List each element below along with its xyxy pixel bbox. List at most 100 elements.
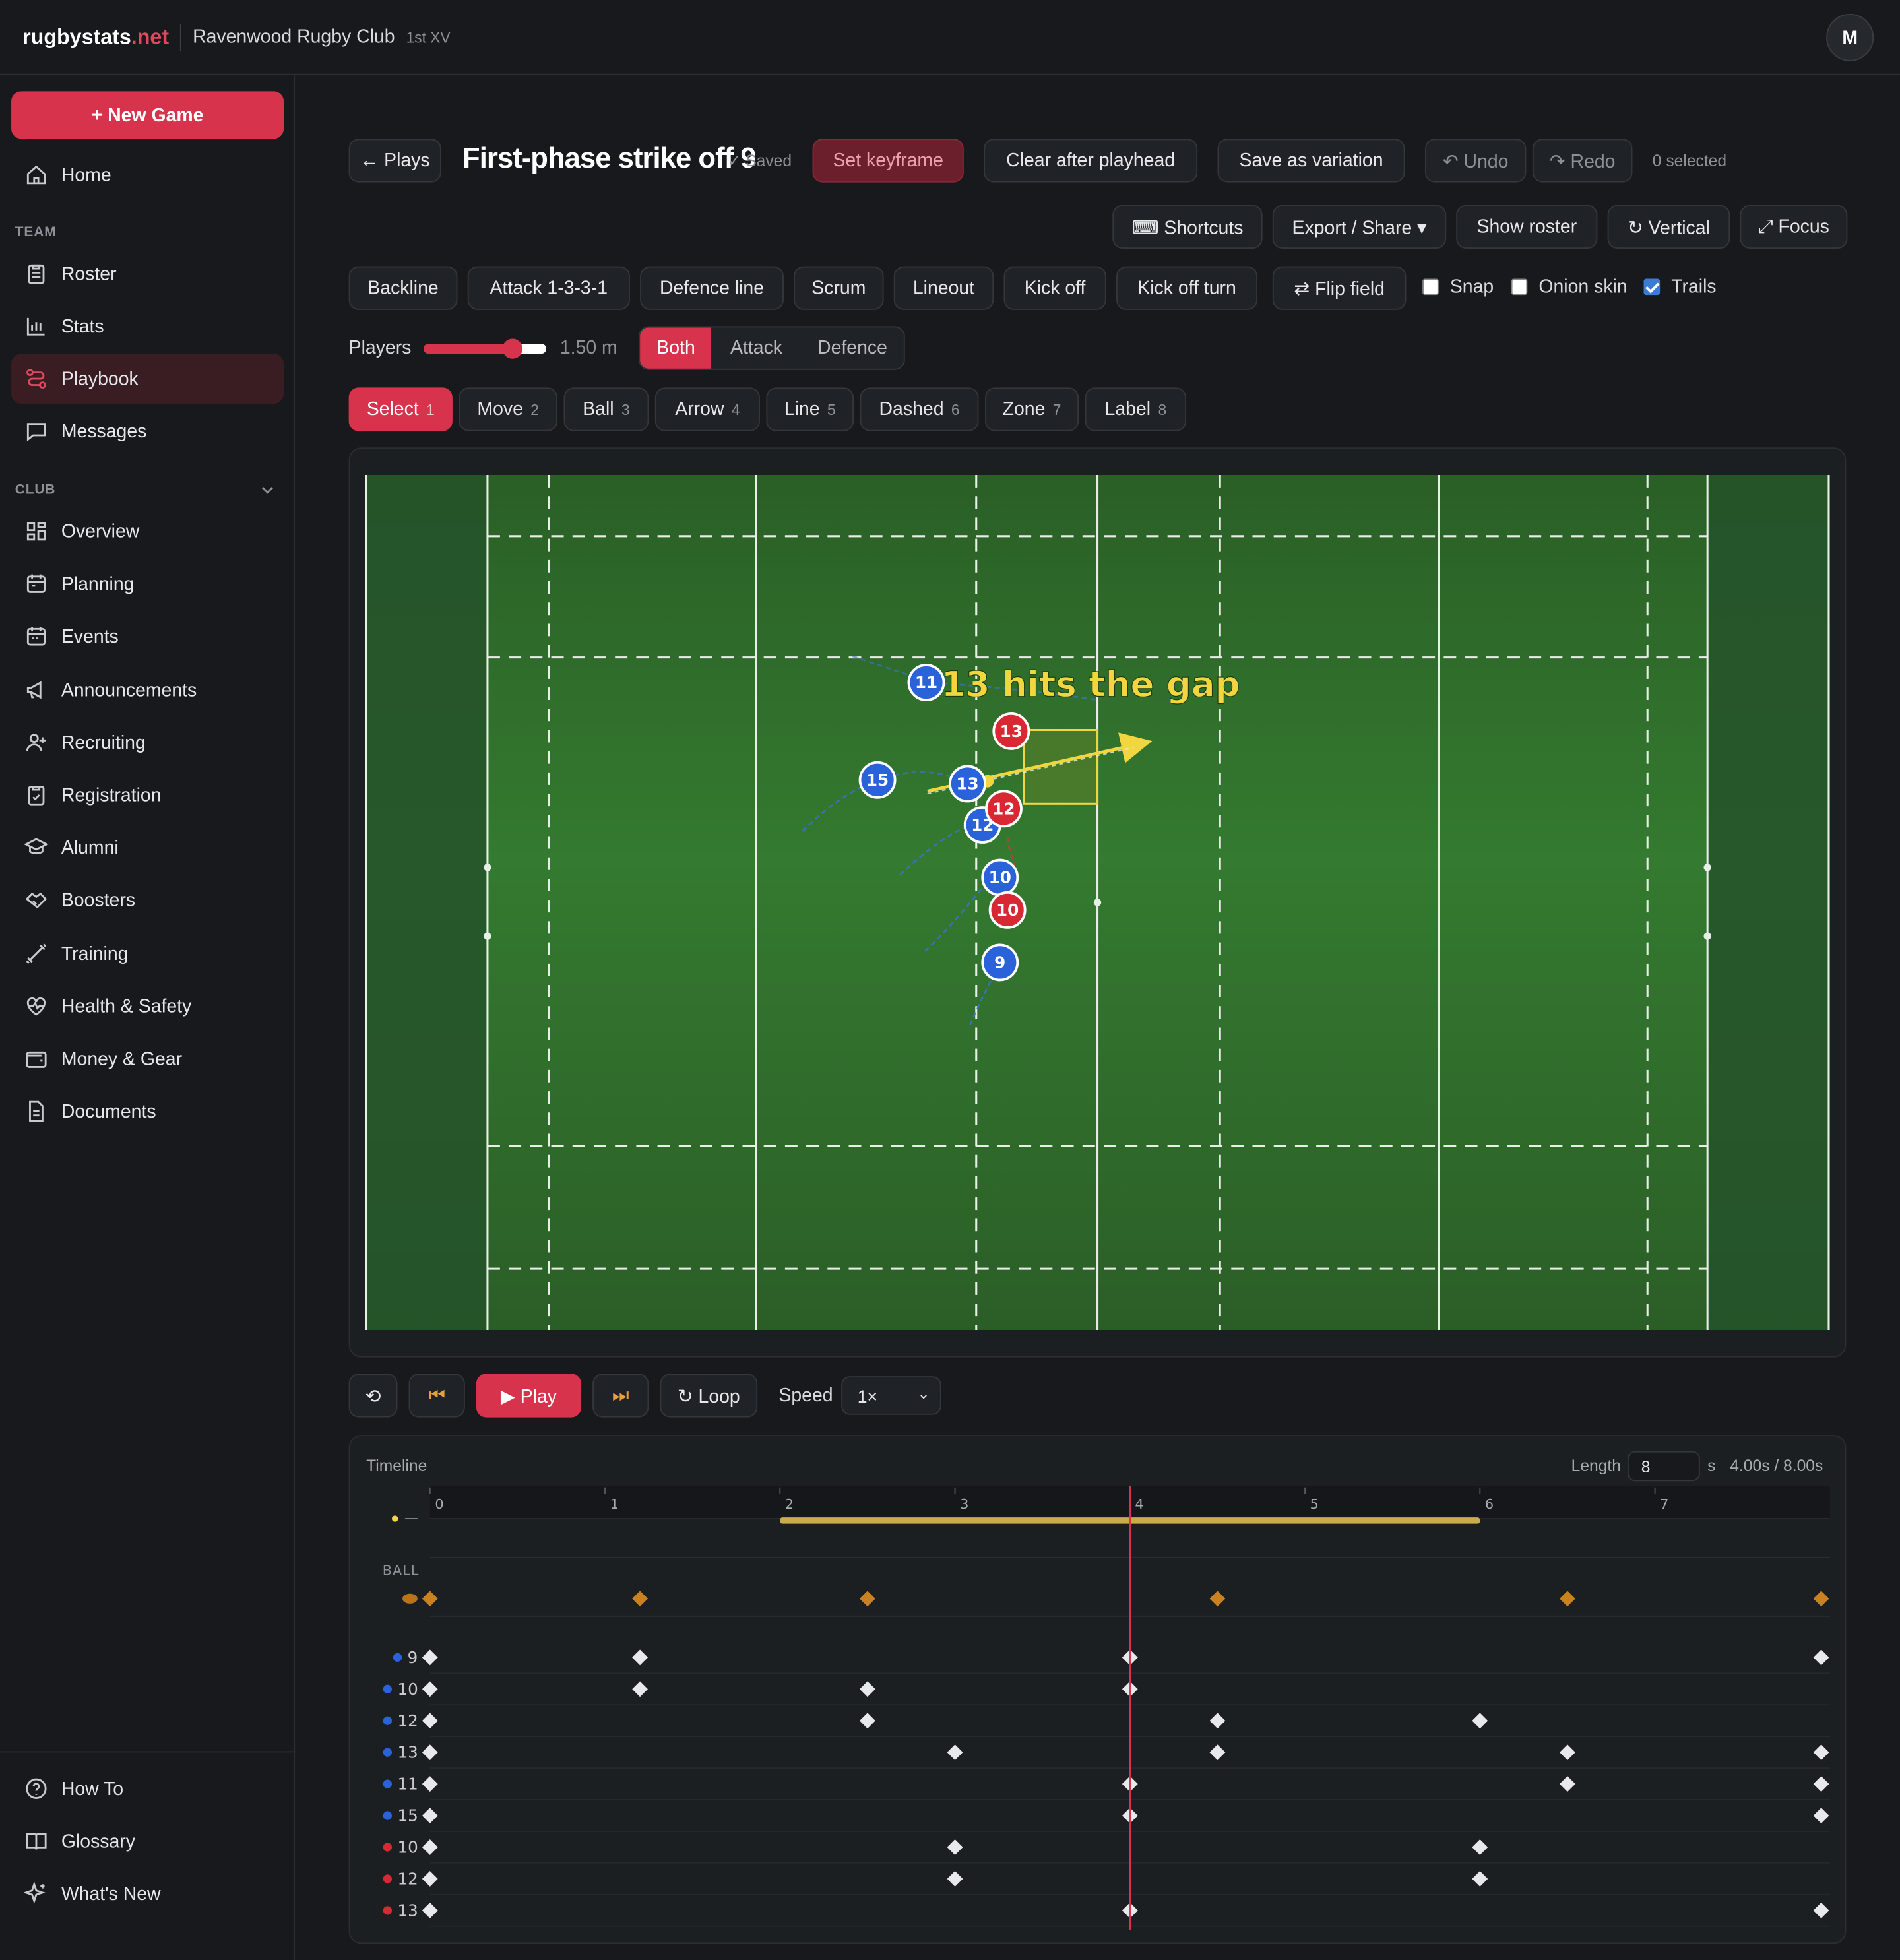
attack-player-9[interactable]: 9	[981, 943, 1019, 982]
show-roster-button[interactable]: Show roster	[1456, 205, 1598, 249]
attack-player-10[interactable]: 10	[981, 858, 1019, 897]
vertical-button[interactable]: ↻ Vertical	[1607, 205, 1730, 249]
player-keyframe[interactable]	[630, 1647, 650, 1667]
defence-player-10[interactable]: 10	[988, 891, 1027, 929]
attack-player-11[interactable]: 11	[907, 664, 945, 701]
sidebar-item-overview[interactable]: Overview	[11, 506, 284, 556]
player-keyframe[interactable]	[945, 1837, 965, 1857]
player-token[interactable]	[949, 765, 986, 803]
trails-checkbox[interactable]: Trails	[1643, 276, 1717, 298]
checkbox-box[interactable]	[1511, 278, 1528, 296]
sidebar-item-home[interactable]: Home	[11, 150, 284, 200]
tool-label-button[interactable]: Label 8	[1085, 387, 1187, 431]
player-keyframe[interactable]	[420, 1806, 440, 1825]
chevron-down-icon[interactable]	[260, 484, 275, 496]
ball-keyframe[interactable]	[1811, 1589, 1831, 1608]
sidebar-item-recruiting[interactable]: Recruiting	[11, 718, 284, 768]
ball-keyframe[interactable]	[1207, 1589, 1228, 1608]
undo-button[interactable]: ↶ Undo	[1424, 139, 1527, 183]
preset-lineout-button[interactable]: Lineout	[893, 266, 994, 310]
player-token[interactable]	[981, 943, 1019, 982]
player-keyframe[interactable]	[858, 1711, 877, 1730]
sidebar-item-messages[interactable]: Messages	[11, 406, 284, 457]
previous-keyframe-button[interactable]: ⏮	[408, 1374, 465, 1418]
loop-button[interactable]: ↻ Loop	[660, 1374, 758, 1418]
sidebar-item-alumni[interactable]: Alumni	[11, 823, 284, 873]
player-keyframe[interactable]	[630, 1679, 650, 1699]
flip-field-button[interactable]: ⇄ Flip field	[1272, 266, 1407, 310]
player-keyframe[interactable]	[1470, 1869, 1490, 1889]
side-defence-button[interactable]: Defence	[817, 337, 887, 359]
player-token[interactable]	[907, 664, 945, 701]
back-to-plays-button[interactable]: ← Plays	[348, 139, 441, 183]
ball-keyframe[interactable]	[1558, 1589, 1577, 1608]
player-keyframe[interactable]	[420, 1901, 440, 1920]
preset-kick-off-turn-button[interactable]: Kick off turn	[1116, 266, 1258, 310]
player-token[interactable]	[985, 790, 1023, 828]
save-as-variation-button[interactable]: Save as variation	[1217, 139, 1405, 183]
tool-zone-button[interactable]: Zone 7	[985, 387, 1079, 431]
sidebar-item-playbook[interactable]: Playbook	[11, 354, 284, 404]
preset-attack-1331-button[interactable]: Attack 1-3-3-1	[467, 266, 630, 310]
player-keyframe[interactable]	[1558, 1774, 1577, 1794]
reset-button[interactable]: ⟲	[348, 1374, 398, 1418]
set-keyframe-button[interactable]: Set keyframe	[812, 139, 964, 183]
player-keyframe[interactable]	[420, 1837, 440, 1857]
play-title[interactable]: First-phase strike off 9	[462, 141, 757, 174]
sidebar-item-whats-new[interactable]: What's New	[11, 1869, 284, 1919]
sidebar-item-events[interactable]: Events	[11, 612, 284, 662]
attack-player-15[interactable]: 15	[858, 761, 897, 799]
play-label[interactable]: 13 hits the gap	[941, 664, 1240, 705]
ball-keyframe[interactable]	[420, 1589, 440, 1608]
player-keyframe[interactable]	[945, 1869, 965, 1889]
ball-keyframe[interactable]	[630, 1589, 650, 1608]
player-keyframe[interactable]	[1811, 1774, 1831, 1794]
export-share-button[interactable]: Export / Share ▾	[1272, 205, 1447, 249]
side-attack-button[interactable]: Attack	[730, 337, 782, 359]
side-both-button[interactable]: Both	[640, 327, 712, 369]
preset-backline-button[interactable]: Backline	[348, 266, 458, 310]
tool-ball-button[interactable]: Ball 3	[563, 387, 649, 431]
attack-player-13[interactable]: 13	[949, 765, 986, 803]
avatar[interactable]: M	[1826, 13, 1874, 61]
player-keyframe[interactable]	[420, 1647, 440, 1667]
ball-keyframe[interactable]	[858, 1589, 877, 1608]
player-keyframe[interactable]	[1470, 1837, 1490, 1857]
sidebar-item-planning[interactable]: Planning	[11, 559, 284, 609]
player-keyframe[interactable]	[945, 1742, 965, 1762]
next-keyframe-button[interactable]: ⏭	[592, 1374, 649, 1418]
player-keyframe[interactable]	[420, 1742, 440, 1762]
sidebar-item-documents[interactable]: Documents	[11, 1086, 284, 1136]
player-keyframe[interactable]	[420, 1711, 440, 1730]
sidebar-item-stats[interactable]: Stats	[11, 301, 284, 352]
snap-checkbox[interactable]: Snap	[1422, 276, 1494, 298]
checkbox-box[interactable]	[1643, 278, 1661, 296]
player-keyframe[interactable]	[420, 1869, 440, 1889]
onion-skin-checkbox[interactable]: Onion skin	[1511, 276, 1628, 298]
tool-arrow-button[interactable]: Arrow 4	[654, 387, 760, 431]
player-keyframe[interactable]	[1207, 1742, 1228, 1762]
sidebar-item-health-safety[interactable]: Health & Safety	[11, 981, 284, 1031]
player-keyframe[interactable]	[1207, 1711, 1228, 1730]
speed-select[interactable]: 1× ⌄	[841, 1376, 941, 1415]
player-keyframe[interactable]	[1811, 1742, 1831, 1762]
player-keyframe[interactable]	[1470, 1711, 1490, 1730]
club-name[interactable]: Ravenwood Rugby Club	[193, 26, 395, 47]
length-input[interactable]: 8	[1627, 1451, 1700, 1482]
sidebar-item-money-gear[interactable]: Money & Gear	[11, 1034, 284, 1084]
checkbox-box[interactable]	[1422, 278, 1439, 296]
player-keyframe[interactable]	[1811, 1901, 1831, 1920]
redo-button[interactable]: ↷ Redo	[1532, 139, 1633, 183]
sidebar-item-registration[interactable]: Registration	[11, 770, 284, 820]
player-keyframe[interactable]	[1811, 1647, 1831, 1667]
player-keyframe[interactable]	[858, 1679, 877, 1699]
clear-after-playhead-button[interactable]: Clear after playhead	[984, 139, 1198, 183]
tool-move-button[interactable]: Move 2	[459, 387, 558, 431]
sidebar-item-boosters[interactable]: Boosters	[11, 875, 284, 925]
sidebar-item-roster[interactable]: Roster	[11, 249, 284, 299]
defence-player-12[interactable]: 12	[985, 790, 1023, 828]
preset-scrum-button[interactable]: Scrum	[794, 266, 884, 310]
player-token[interactable]	[988, 891, 1027, 929]
player-keyframe[interactable]	[420, 1679, 440, 1699]
